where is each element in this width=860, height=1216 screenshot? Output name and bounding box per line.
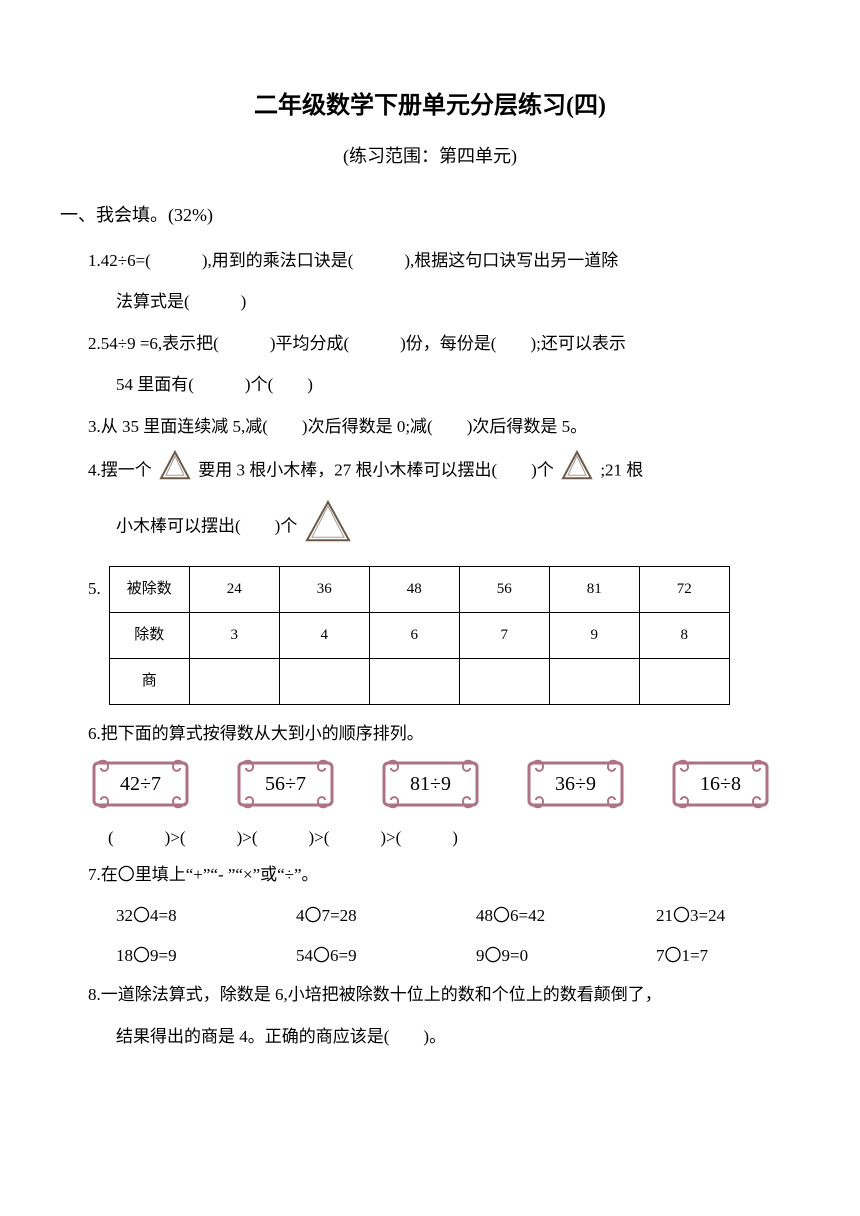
q1-line2: 法算式是( ) <box>116 283 800 320</box>
q7: 7.在〇里填上“+”“- ”“×”或“÷”。 <box>88 856 800 893</box>
table-header-quotient: 商 <box>109 659 189 705</box>
expression-label: 16÷8 <box>668 757 773 811</box>
table-cell: 36 <box>279 567 369 613</box>
table-cell: 3 <box>189 613 279 659</box>
q8-line2: 结果得出的商是 4。正确的商应该是( )。 <box>116 1018 800 1055</box>
table-header-dividend: 被除数 <box>109 567 189 613</box>
q4-line1: 4.摆一个 要用 3 根小木棒，27 根小木棒可以摆出( )个 ;21 根 <box>88 449 800 495</box>
expression-label: 56÷7 <box>233 757 338 811</box>
ops-row-1: 32〇4=8 4〇7=28 48〇6=42 21〇3=24 <box>116 897 800 934</box>
table-row: 被除数 24 36 48 56 81 72 <box>109 567 729 613</box>
expression-label: 42÷7 <box>88 757 193 811</box>
page-title: 二年级数学下册单元分层练习(四) <box>60 80 800 133</box>
table-cell: 81 <box>549 567 639 613</box>
table-cell: 7 <box>459 613 549 659</box>
table-cell[interactable] <box>189 659 279 705</box>
table-row: 除数 3 4 6 7 9 8 <box>109 613 729 659</box>
table-cell: 72 <box>639 567 729 613</box>
q4-text-post: ;21 根 <box>600 461 643 480</box>
triangle-icon <box>158 449 192 495</box>
svg-text:36÷9: 36÷9 <box>555 773 596 795</box>
q8-line1: 8.一道除法算式，除数是 6,小培把被除数十位上的数和个位上的数看颠倒了， <box>88 976 800 1013</box>
table-header-divisor: 除数 <box>109 613 189 659</box>
op-item: 21〇3=24 <box>656 897 776 934</box>
ordering-blanks: ( )>( )>( )>( )>( ) <box>108 819 800 856</box>
page-subtitle: (练习范围：第四单元) <box>60 137 800 177</box>
svg-text:56÷7: 56÷7 <box>265 773 306 795</box>
triangle-icon <box>304 499 352 557</box>
table-cell[interactable] <box>459 659 549 705</box>
ops-row-2: 18〇9=9 54〇6=9 9〇9=0 7〇1=7 <box>116 937 800 974</box>
table-cell: 8 <box>639 613 729 659</box>
q4-line2-pre: 小木棒可以摆出( )个 <box>116 516 297 535</box>
table-cell[interactable] <box>369 659 459 705</box>
table-cell: 24 <box>189 567 279 613</box>
op-item: 32〇4=8 <box>116 897 236 934</box>
op-item: 9〇9=0 <box>476 937 596 974</box>
op-item: 54〇6=9 <box>296 937 416 974</box>
op-item: 18〇9=9 <box>116 937 236 974</box>
table-row: 商 <box>109 659 729 705</box>
q3: 3.从 35 里面连续减 5,减( )次后得数是 0;减( )次后得数是 5。 <box>88 408 800 445</box>
expression-label: 36÷9 <box>523 757 628 811</box>
expression-label-row: 42÷7 56÷7 81÷9 36÷9 <box>88 757 800 811</box>
table-cell[interactable] <box>279 659 369 705</box>
table-cell: 48 <box>369 567 459 613</box>
triangle-icon <box>560 449 594 495</box>
q6: 6.把下面的算式按得数从大到小的顺序排列。 <box>88 715 800 752</box>
expression-label: 81÷9 <box>378 757 483 811</box>
q5-label: 5. <box>88 560 101 607</box>
division-table: 被除数 24 36 48 56 81 72 除数 3 4 6 7 9 8 商 <box>109 566 730 705</box>
svg-text:42÷7: 42÷7 <box>120 773 161 795</box>
q4-text-mid: 要用 3 根小木棒，27 根小木棒可以摆出( )个 <box>198 461 554 480</box>
op-item: 48〇6=42 <box>476 897 596 934</box>
svg-text:16÷8: 16÷8 <box>700 773 741 795</box>
table-cell: 9 <box>549 613 639 659</box>
q2-line1: 2.54÷9 =6,表示把( )平均分成( )份，每份是( );还可以表示 <box>88 325 800 362</box>
svg-text:81÷9: 81÷9 <box>410 773 451 795</box>
op-item: 4〇7=28 <box>296 897 416 934</box>
q4-text-pre: 4.摆一个 <box>88 461 152 480</box>
op-item: 7〇1=7 <box>656 937 776 974</box>
section-1-heading: 一、我会填。(32%) <box>60 196 800 236</box>
table-cell: 56 <box>459 567 549 613</box>
q1-line1: 1.42÷6=( ),用到的乘法口诀是( ),根据这句口诀写出另一道除 <box>88 242 800 279</box>
q4-line2: 小木棒可以摆出( )个 <box>116 499 800 557</box>
q2-line2: 54 里面有( )个( ) <box>116 366 800 403</box>
table-cell: 6 <box>369 613 459 659</box>
table-cell[interactable] <box>639 659 729 705</box>
table-cell: 4 <box>279 613 369 659</box>
table-cell[interactable] <box>549 659 639 705</box>
